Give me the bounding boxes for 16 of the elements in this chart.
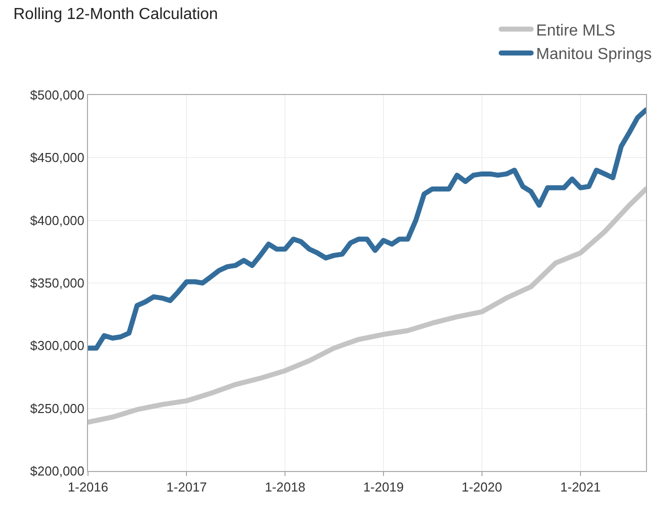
x-tick-label: 1-2016 (68, 480, 108, 495)
chart-title: Rolling 12-Month Calculation (13, 6, 218, 23)
y-tick-label: $200,000 (30, 464, 84, 479)
y-tick-label: $400,000 (30, 212, 84, 228)
x-tick-label: 1-2018 (264, 480, 306, 495)
y-tick-label: $500,000 (30, 88, 84, 103)
legend-label: Entire MLS (536, 22, 616, 40)
x-tick-label: 1-2021 (560, 480, 601, 495)
x-tick-label: 1-2020 (462, 480, 502, 495)
y-tick-label: $350,000 (30, 276, 84, 291)
legend-label: Manitou Springs (536, 46, 652, 64)
y-tick-label: $300,000 (30, 338, 84, 354)
x-tick-label: 1-2019 (363, 480, 404, 495)
x-tick-label: 1-2017 (166, 480, 207, 495)
y-tick-label: $250,000 (30, 400, 84, 416)
y-tick-label: $450,000 (30, 150, 84, 166)
